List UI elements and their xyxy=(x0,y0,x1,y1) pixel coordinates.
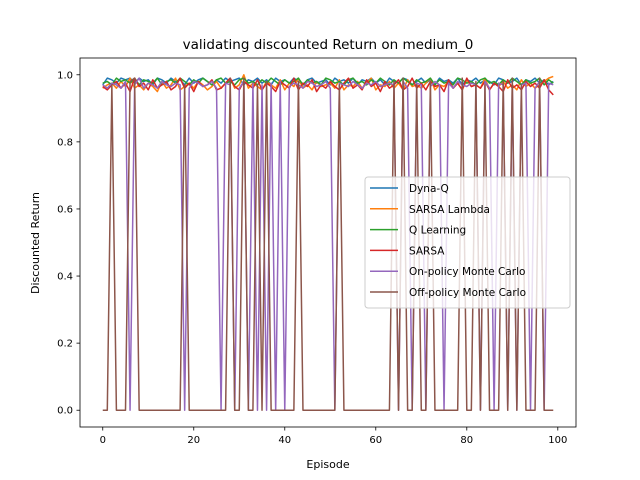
chart-title: validating discounted Return on medium_0 xyxy=(183,37,474,53)
y-tick-label: 0.6 xyxy=(57,204,73,215)
legend-label: SARSA xyxy=(409,245,445,257)
x-tick-label: 60 xyxy=(369,435,382,446)
y-tick-label: 0.2 xyxy=(57,339,73,350)
legend-label: Off-policy Monte Carlo xyxy=(409,287,526,299)
x-axis-title: Episode xyxy=(306,458,349,471)
legend-label: Dyna-Q xyxy=(409,183,449,195)
y-tick-label: 1.0 xyxy=(57,70,73,81)
axes: 0 20 40 60 80 100 0.0 0.2 0.4 0.6 0.8 1.0 xyxy=(57,57,577,446)
x-tick-label: 0 xyxy=(100,435,106,446)
legend-label: Q Learning xyxy=(409,225,466,237)
y-tick-label: 0.0 xyxy=(57,406,73,417)
y-axis-title: Discounted Return xyxy=(29,192,42,294)
legend-label: SARSA Lambda xyxy=(409,204,490,216)
y-tick-label: 0.4 xyxy=(57,272,73,283)
x-tick-label: 100 xyxy=(548,435,567,446)
legend-label: On-policy Monte Carlo xyxy=(409,266,525,278)
x-tick-label: 20 xyxy=(187,435,200,446)
legend: Dyna-Q SARSA Lambda Q Learning SARSA On-poli… xyxy=(364,176,571,309)
x-tick-label: 40 xyxy=(278,435,291,446)
series-line-q-learning xyxy=(102,77,554,86)
x-tick-label: 80 xyxy=(460,435,473,446)
y-tick-label: 0.8 xyxy=(57,137,73,148)
axes-frame xyxy=(79,57,577,428)
legend-box xyxy=(364,176,571,309)
